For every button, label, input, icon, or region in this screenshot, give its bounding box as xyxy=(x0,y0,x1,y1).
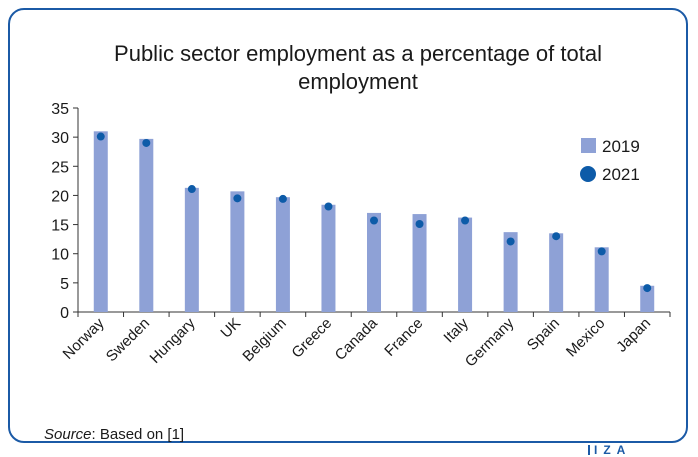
dot-hungary xyxy=(188,185,196,193)
y-tick-label: 0 xyxy=(60,305,69,322)
y-tick-label: 30 xyxy=(51,130,69,147)
x-category-label: Germany xyxy=(462,314,518,370)
x-category-label: UK xyxy=(217,315,244,342)
chart-card: Public sector employment as a percentage… xyxy=(8,8,688,443)
bar-greece xyxy=(321,205,335,312)
dot-japan xyxy=(643,284,651,292)
y-tick-label: 25 xyxy=(51,159,69,176)
x-category-label: Hungary xyxy=(147,314,199,366)
y-tick-label: 35 xyxy=(51,101,69,118)
dot-germany xyxy=(507,237,515,245)
x-category-label: Spain xyxy=(524,315,563,354)
bar-chart: Public sector employment as a percentage… xyxy=(10,10,690,445)
x-category-label: Greece xyxy=(288,315,335,362)
logo-text: IZA xyxy=(594,443,631,457)
y-tick-label: 5 xyxy=(60,276,69,293)
dot-italy xyxy=(461,216,469,224)
y-tick-label: 15 xyxy=(51,218,69,235)
bar-sweden xyxy=(139,139,153,312)
bar-spain xyxy=(549,233,563,312)
y-axis: 0 5 10 15 20 25 30 35 xyxy=(51,101,78,322)
legend-marker-2021 xyxy=(580,166,596,182)
dot-sweden xyxy=(142,139,150,147)
x-category-label: Mexico xyxy=(563,315,609,361)
chart-title-line-1: Public sector employment as a percentage… xyxy=(114,41,602,66)
bar-france xyxy=(413,214,427,312)
x-category-label: Canada xyxy=(332,314,382,364)
bar-norway xyxy=(94,131,108,312)
dot-belgium xyxy=(279,195,287,203)
bar-italy xyxy=(458,218,472,312)
legend-label-2019: 2019 xyxy=(602,137,640,156)
dot-greece xyxy=(324,203,332,211)
source-note: Source: Based on [1] xyxy=(44,426,184,443)
dot-norway xyxy=(97,133,105,141)
bar-belgium xyxy=(276,197,290,312)
iza-logo: IZA xyxy=(588,443,631,457)
dot-spain xyxy=(552,232,560,240)
x-category-label: Belgium xyxy=(239,315,289,365)
y-tick-label: 20 xyxy=(51,188,69,205)
dot-canada xyxy=(370,216,378,224)
legend-swatch-2019 xyxy=(581,138,596,153)
bar-hungary xyxy=(185,188,199,312)
x-category-label: France xyxy=(381,315,426,360)
dot-uk xyxy=(233,194,241,202)
bar-canada xyxy=(367,213,381,312)
dot-mexico xyxy=(598,247,606,255)
legend-label-2021: 2021 xyxy=(602,165,640,184)
source-text: : Based on [1] xyxy=(92,426,185,443)
bar-mexico xyxy=(595,247,609,312)
legend: 2019 2021 xyxy=(580,137,640,184)
source-label: Source xyxy=(44,426,92,443)
bar-uk xyxy=(230,191,244,312)
chart-title-line-2: employment xyxy=(298,69,418,94)
dot-france xyxy=(416,220,424,228)
y-tick-label: 10 xyxy=(51,247,69,264)
x-category-label: Japan xyxy=(613,315,654,356)
x-category-label: Sweden xyxy=(103,315,153,365)
x-category-label: Italy xyxy=(440,314,472,346)
